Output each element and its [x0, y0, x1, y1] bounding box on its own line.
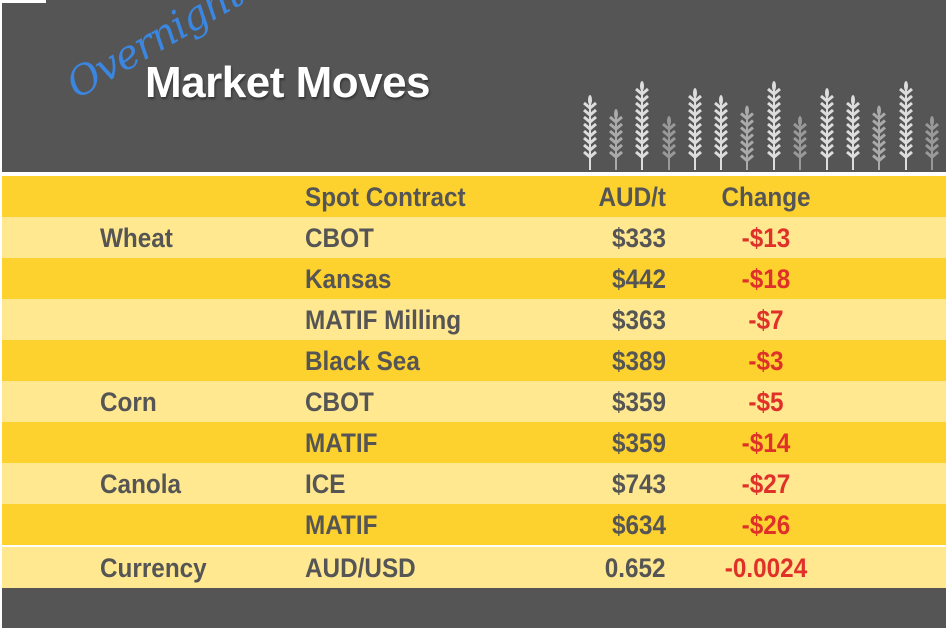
- cell-commodity: Canola: [100, 469, 182, 499]
- wheat-stalk-icon: [714, 95, 728, 170]
- wheat-stalk-icon: [662, 116, 676, 170]
- wheat-stalk-icon: [583, 95, 597, 170]
- wheat-stalk-icon: [899, 81, 913, 170]
- wheat-stalk-icon: [820, 88, 834, 170]
- cell-contract: Black Sea: [305, 346, 420, 376]
- cell-contract: MATIF: [305, 510, 378, 540]
- cell-price: $442: [611, 264, 666, 294]
- wheat-stalk-icon: [872, 105, 886, 170]
- cell-contract: CBOT: [305, 223, 374, 253]
- wheat-stalk-icon: [925, 116, 939, 170]
- cell-commodity: Currency: [100, 553, 207, 583]
- header-banner: Overnight Market Moves: [2, 0, 946, 172]
- cell-contract: MATIF: [305, 428, 378, 458]
- wheat-stalk-icon: [793, 116, 807, 170]
- wheat-stalk-icon: [767, 81, 781, 170]
- table-row: Wheat CBOT $333 -$13: [2, 217, 946, 258]
- cell-commodity: Corn: [100, 387, 157, 417]
- cell-change: -0.0024: [724, 553, 808, 583]
- wheat-stalks-icon: [583, 81, 939, 170]
- cell-contract: AUD/USD: [305, 553, 416, 583]
- cell-contract: MATIF Milling: [305, 305, 462, 335]
- cell-change: -$27: [741, 469, 791, 499]
- table-row: Kansas $442 -$18: [2, 258, 946, 299]
- column-header-contract: Spot Contract: [305, 182, 466, 212]
- cell-price: $363: [611, 305, 666, 335]
- table-row: Currency AUD/USD 0.652 -0.0024: [2, 547, 946, 588]
- footer-bar: [2, 588, 946, 628]
- wheat-stalk-icon: [688, 88, 702, 170]
- wheat-stalk-icon: [635, 81, 649, 170]
- wheat-stalk-icon: [609, 109, 623, 170]
- wheat-stalk-icon: [740, 105, 754, 170]
- page-title: Market Moves: [145, 58, 431, 107]
- table-header: Spot Contract AUD/t Change: [2, 176, 946, 217]
- table-row: Canola ICE $743 -$27: [2, 463, 946, 504]
- cell-change: -$26: [741, 510, 791, 540]
- table-row: Black Sea $389 -$3: [2, 340, 946, 381]
- column-header-price: AUD/t: [598, 182, 667, 212]
- cell-contract: ICE: [305, 469, 346, 499]
- cell-change: -$3: [748, 346, 784, 376]
- cell-price: $634: [611, 510, 666, 540]
- wheat-stalk-icon: [846, 95, 860, 170]
- cell-change: -$14: [741, 428, 791, 458]
- cell-price: $389: [611, 346, 666, 376]
- cell-change: -$5: [748, 387, 784, 417]
- column-header-change: Change: [721, 182, 811, 212]
- cell-price: $359: [611, 428, 666, 458]
- cell-contract: CBOT: [305, 387, 374, 417]
- cell-price: $743: [611, 469, 666, 499]
- corner: [0, 0, 46, 3]
- cell-price: $359: [611, 387, 666, 417]
- cell-change: -$18: [741, 264, 791, 294]
- cell-change: -$13: [741, 223, 791, 253]
- cell-change: -$7: [748, 305, 784, 335]
- cell-commodity: Wheat: [100, 223, 173, 253]
- table-row: MATIF $634 -$26: [2, 504, 946, 545]
- cell-contract: Kansas: [305, 264, 392, 294]
- cell-price: 0.652: [605, 553, 666, 583]
- table-row: MATIF $359 -$14: [2, 422, 946, 463]
- table-row: Corn CBOT $359 -$5: [2, 381, 946, 422]
- table-row: MATIF Milling $363 -$7: [2, 299, 946, 340]
- cell-price: $333: [611, 223, 666, 253]
